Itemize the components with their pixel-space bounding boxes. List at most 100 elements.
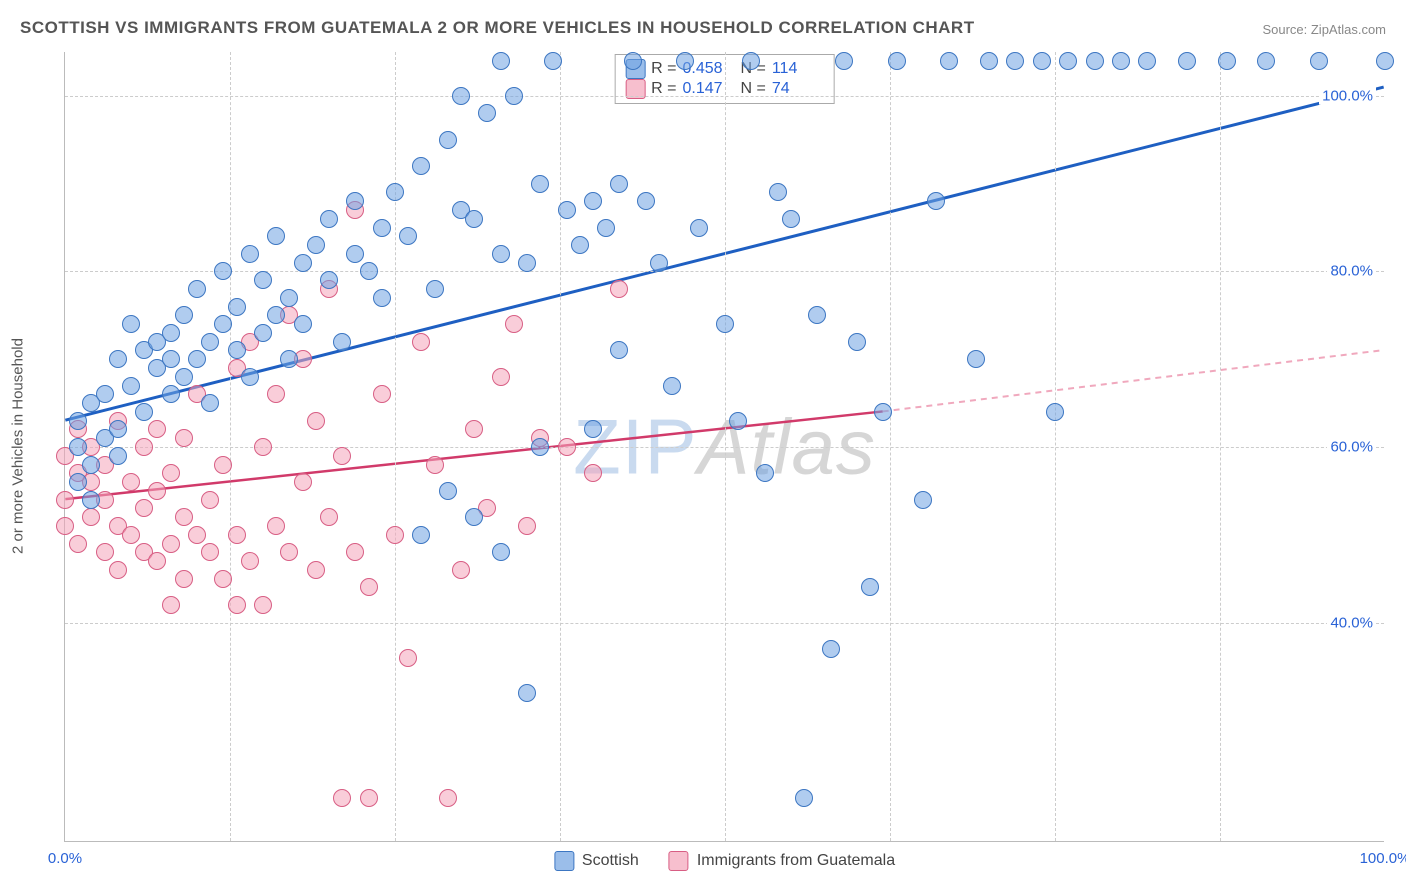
data-point-scottish [254, 271, 272, 289]
data-point-scottish [492, 543, 510, 561]
data-point-guatemala [148, 420, 166, 438]
data-point-guatemala [333, 789, 351, 807]
data-point-scottish [597, 219, 615, 237]
data-point-guatemala [426, 456, 444, 474]
data-point-guatemala [69, 535, 87, 553]
data-point-scottish [439, 482, 457, 500]
data-point-scottish [531, 175, 549, 193]
data-point-guatemala [399, 649, 417, 667]
gridline-v [725, 52, 726, 841]
data-point-scottish [412, 157, 430, 175]
gridline-v [230, 52, 231, 841]
source-attribution: Source: ZipAtlas.com [1262, 22, 1386, 37]
data-point-scottish [742, 52, 760, 70]
data-point-guatemala [214, 570, 232, 588]
data-point-scottish [874, 403, 892, 421]
data-point-scottish [201, 333, 219, 351]
data-point-scottish [96, 385, 114, 403]
data-point-scottish [571, 236, 589, 254]
data-point-guatemala [214, 456, 232, 474]
data-point-scottish [914, 491, 932, 509]
data-point-scottish [492, 52, 510, 70]
data-point-scottish [610, 175, 628, 193]
data-point-scottish [109, 350, 127, 368]
data-point-scottish [1033, 52, 1051, 70]
data-point-guatemala [360, 578, 378, 596]
data-point-scottish [201, 394, 219, 412]
scatter-plot: ZIPAtlas R =0.458N =114R =0.147N =74 Sco… [64, 52, 1384, 842]
data-point-scottish [808, 306, 826, 324]
data-point-guatemala [386, 526, 404, 544]
data-point-guatemala [56, 517, 74, 535]
data-point-scottish [162, 350, 180, 368]
gridline-v [1220, 52, 1221, 841]
data-point-guatemala [267, 517, 285, 535]
gridline-v [1055, 52, 1056, 841]
data-point-scottish [888, 52, 906, 70]
data-point-scottish [492, 245, 510, 263]
data-point-scottish [584, 192, 602, 210]
data-point-guatemala [162, 535, 180, 553]
data-point-scottish [624, 52, 642, 70]
data-point-scottish [967, 350, 985, 368]
data-point-scottish [373, 219, 391, 237]
data-point-guatemala [307, 412, 325, 430]
legend: Scottish Immigrants from Guatemala [554, 851, 895, 871]
data-point-scottish [1138, 52, 1156, 70]
data-point-scottish [254, 324, 272, 342]
data-point-guatemala [412, 333, 430, 351]
data-point-scottish [1178, 52, 1196, 70]
data-point-scottish [386, 183, 404, 201]
data-point-scottish [214, 262, 232, 280]
data-point-guatemala [294, 473, 312, 491]
data-point-scottish [650, 254, 668, 272]
data-point-guatemala [360, 789, 378, 807]
data-point-scottish [426, 280, 444, 298]
data-point-scottish [848, 333, 866, 351]
data-point-scottish [465, 210, 483, 228]
data-point-guatemala [148, 482, 166, 500]
data-point-scottish [1310, 52, 1328, 70]
data-point-scottish [1046, 403, 1064, 421]
data-point-scottish [280, 350, 298, 368]
data-point-scottish [320, 210, 338, 228]
data-point-scottish [162, 324, 180, 342]
data-point-guatemala [307, 561, 325, 579]
corr-r-label: R = [651, 60, 676, 78]
x-tick-label: 0.0% [48, 850, 82, 867]
data-point-guatemala [162, 596, 180, 614]
data-point-guatemala [135, 438, 153, 456]
data-point-scottish [769, 183, 787, 201]
data-point-guatemala [558, 438, 576, 456]
y-tick-label: 40.0% [1327, 614, 1376, 631]
data-point-scottish [610, 341, 628, 359]
x-tick-label: 100.0% [1360, 850, 1406, 867]
data-point-guatemala [175, 570, 193, 588]
data-point-scottish [690, 219, 708, 237]
data-point-guatemala [162, 464, 180, 482]
data-point-guatemala [584, 464, 602, 482]
legend-label-guatemala: Immigrants from Guatemala [697, 852, 895, 870]
data-point-guatemala [492, 368, 510, 386]
data-point-scottish [241, 368, 259, 386]
data-point-scottish [109, 447, 127, 465]
y-axis-label: 2 or more Vehicles in Household [10, 338, 27, 554]
data-point-scottish [822, 640, 840, 658]
data-point-scottish [294, 254, 312, 272]
data-point-scottish [373, 289, 391, 307]
data-point-scottish [452, 87, 470, 105]
data-point-guatemala [148, 552, 166, 570]
data-point-scottish [122, 377, 140, 395]
data-point-guatemala [228, 526, 246, 544]
data-point-scottish [663, 377, 681, 395]
data-point-guatemala [175, 429, 193, 447]
data-point-scottish [188, 280, 206, 298]
data-point-guatemala [122, 473, 140, 491]
data-point-scottish [109, 420, 127, 438]
data-point-guatemala [518, 517, 536, 535]
data-point-guatemala [56, 491, 74, 509]
y-tick-label: 100.0% [1319, 87, 1376, 104]
data-point-guatemala [122, 526, 140, 544]
data-point-scottish [1376, 52, 1394, 70]
data-point-scottish [1218, 52, 1236, 70]
